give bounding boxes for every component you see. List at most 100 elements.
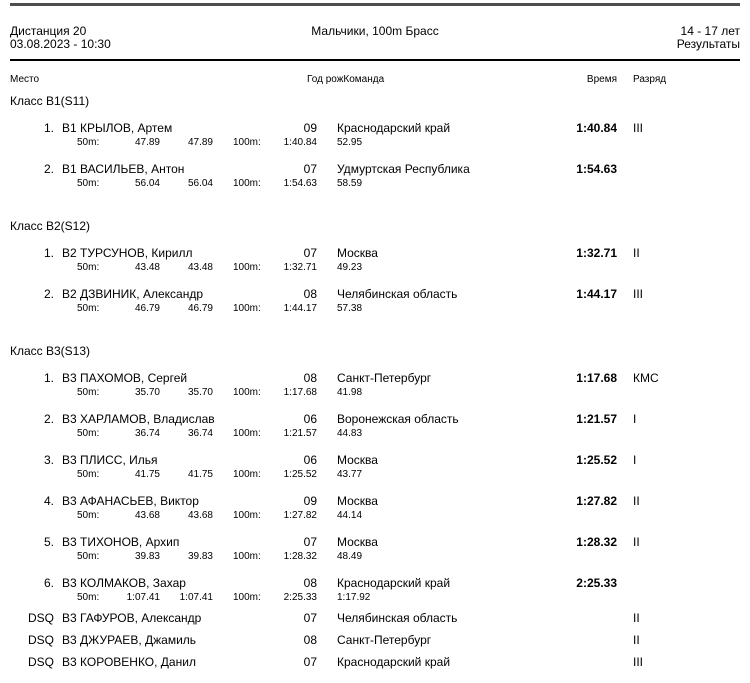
result-entry: 1. B3 ПАХОМОВ, Сергей 08 Санкт-Петербург… xyxy=(10,371,740,399)
caption-yearteam: Год рожКоманда xyxy=(307,74,384,85)
rank-value: III xyxy=(633,121,644,135)
swimmer-name: B3 ТИХОНОВ, Архип xyxy=(62,535,180,549)
split-50m-time: 43.68 xyxy=(134,510,160,521)
split-100m-time: 1:21.57 xyxy=(283,428,317,439)
second-50m-split: 58.59 xyxy=(337,178,363,189)
split-100m-label: 100m: xyxy=(233,510,261,521)
result-row: 2. B3 ХАРЛАМОВ, Владислав 06 Воронежская… xyxy=(10,412,740,427)
final-time: 1:25.52 xyxy=(576,453,617,467)
split-50m-label: 50m: xyxy=(77,428,100,439)
place-cell: 1. xyxy=(43,121,54,135)
dsq-row: DSQ B3 КОРОВЕНКО, Данил 07 Краснодарский… xyxy=(10,655,740,670)
team-name: Удмуртская Республика xyxy=(337,162,470,176)
top-rule xyxy=(10,3,740,6)
team-name: Санкт-Петербург xyxy=(337,633,432,647)
split-50m-cumulative: 41.75 xyxy=(187,469,213,480)
team-name: Москва xyxy=(337,453,378,467)
split-100m-label: 100m: xyxy=(233,469,261,480)
place-cell: 6. xyxy=(43,576,54,590)
split-100m-time: 1:40.84 xyxy=(283,137,317,148)
header-results-label: Результаты xyxy=(676,37,740,51)
header-datetime: 03.08.2023 - 10:30 xyxy=(10,37,111,51)
split-50m-cumulative: 43.68 xyxy=(187,510,213,521)
second-50m-split: 57.38 xyxy=(337,303,363,314)
dsq-entry: DSQ B3 ГАФУРОВ, Александр 07 Челябинская… xyxy=(10,611,740,626)
caption-rank: Разряд xyxy=(633,74,667,85)
place-cell: 3. xyxy=(43,453,54,467)
split-50m-time: 43.48 xyxy=(134,262,160,273)
dsq-label: DSQ xyxy=(27,611,54,625)
class-section-title: Класс B1(S11) xyxy=(10,94,90,108)
caption-birth-year: Год рож xyxy=(307,74,344,85)
birth-year: 07 xyxy=(303,246,317,260)
split-50m-label: 50m: xyxy=(77,592,100,603)
split-50m-label: 50m: xyxy=(77,551,100,562)
split-50m-cumulative: 36.74 xyxy=(187,428,213,439)
place-cell: 2. xyxy=(43,412,54,426)
rank-value: II xyxy=(633,633,640,647)
split-50m-cumulative: 35.70 xyxy=(187,387,213,398)
split-50m-cumulative: 56.04 xyxy=(187,178,213,189)
team-name: Москва xyxy=(337,535,378,549)
rank-value: II xyxy=(633,535,640,549)
final-time: 1:17.68 xyxy=(576,371,617,385)
split-50m-cumulative: 39.83 xyxy=(187,551,213,562)
split-100m-time: 1:17.68 xyxy=(283,387,317,398)
team-name: Краснодарский край xyxy=(337,576,451,590)
splits-row: 50m: 43.68 43.68 100m: 1:27.82 44.14 xyxy=(10,509,740,522)
second-50m-split: 48.49 xyxy=(337,551,363,562)
splits-row: 50m: 47.89 47.89 100m: 1:40.84 52.95 xyxy=(10,136,740,149)
splits-row: 50m: 1:07.41 1:07.41 100m: 2:25.33 1:17.… xyxy=(10,591,740,604)
result-entry: 4. B3 АФАНАСЬЕВ, Виктор 09 Москва 1:27.8… xyxy=(10,494,740,522)
split-50m-label: 50m: xyxy=(77,303,100,314)
result-entry: 3. B3 ПЛИСС, Илья 06 Москва 1:25.52 I 50… xyxy=(10,453,740,481)
result-row: 1. B1 КРЫЛОВ, Артем 09 Краснодарский кра… xyxy=(10,121,740,136)
birth-year: 08 xyxy=(303,633,317,647)
final-time: 2:25.33 xyxy=(576,576,617,590)
birth-year: 09 xyxy=(303,121,317,135)
team-name: Москва xyxy=(337,494,378,508)
split-50m-label: 50m: xyxy=(77,262,100,273)
swimmer-name: B1 КРЫЛОВ, Артем xyxy=(62,121,173,135)
team-name: Москва xyxy=(337,246,378,260)
swimmer-name: B3 ПЛИСС, Илья xyxy=(62,453,158,467)
swimmer-name: B3 ГАФУРОВ, Александр xyxy=(62,611,202,625)
result-entry: 2. B2 ДЗВИНИК, Александр 08 Челябинская … xyxy=(10,287,740,315)
second-50m-split: 44.14 xyxy=(337,510,363,521)
class-section-title: Класс B3(S13) xyxy=(10,344,91,358)
team-name: Краснодарский край xyxy=(337,655,451,669)
place-cell: 5. xyxy=(43,535,54,549)
split-50m-time: 35.70 xyxy=(134,387,160,398)
final-time: 1:27.82 xyxy=(576,494,617,508)
team-name: Краснодарский край xyxy=(337,121,451,135)
split-100m-time: 1:27.82 xyxy=(283,510,317,521)
result-entry: 2. B3 ХАРЛАМОВ, Владислав 06 Воронежская… xyxy=(10,412,740,440)
split-50m-time: 36.74 xyxy=(134,428,160,439)
result-row: 1. B2 ТУРСУНОВ, Кирилл 07 Москва 1:32.71… xyxy=(10,246,740,261)
result-row: 2. B2 ДЗВИНИК, Александр 08 Челябинская … xyxy=(10,287,740,302)
splits-row: 50m: 39.83 39.83 100m: 1:28.32 48.49 xyxy=(10,550,740,563)
birth-year: 07 xyxy=(303,655,317,669)
birth-year: 07 xyxy=(303,162,317,176)
dsq-entry: DSQ B3 ДЖУРАЕВ, Джамиль 08 Санкт-Петербу… xyxy=(10,633,740,648)
split-100m-label: 100m: xyxy=(233,137,261,148)
swimmer-name: B3 АФАНАСЬЕВ, Виктор xyxy=(62,494,199,508)
header-age-group: 14 - 17 лет xyxy=(680,24,740,38)
results-page: Дистанция 20 03.08.2023 - 10:30 Мальчики… xyxy=(0,3,750,683)
result-row: 3. B3 ПЛИСС, Илья 06 Москва 1:25.52 I xyxy=(10,453,740,468)
second-50m-split: 41.98 xyxy=(337,387,363,398)
result-row: 5. B3 ТИХОНОВ, Архип 07 Москва 1:28.32 I… xyxy=(10,535,740,550)
split-100m-label: 100m: xyxy=(233,428,261,439)
rank-value: КМС xyxy=(633,371,659,385)
rank-value: II xyxy=(633,494,640,508)
rank-value: III xyxy=(633,287,644,301)
split-50m-time: 47.89 xyxy=(134,137,160,148)
place-cell: 1. xyxy=(43,371,54,385)
second-50m-split: 43.77 xyxy=(337,469,363,480)
class-section: Класс B2(S12) 1. B2 ТУРСУНОВ, Кирилл 07 … xyxy=(10,220,740,315)
second-50m-split: 44.83 xyxy=(337,428,363,439)
split-100m-label: 100m: xyxy=(233,178,261,189)
place-cell: 2. xyxy=(43,287,54,301)
split-50m-label: 50m: xyxy=(77,469,100,480)
splits-row: 50m: 56.04 56.04 100m: 1:54.63 58.59 xyxy=(10,177,740,190)
